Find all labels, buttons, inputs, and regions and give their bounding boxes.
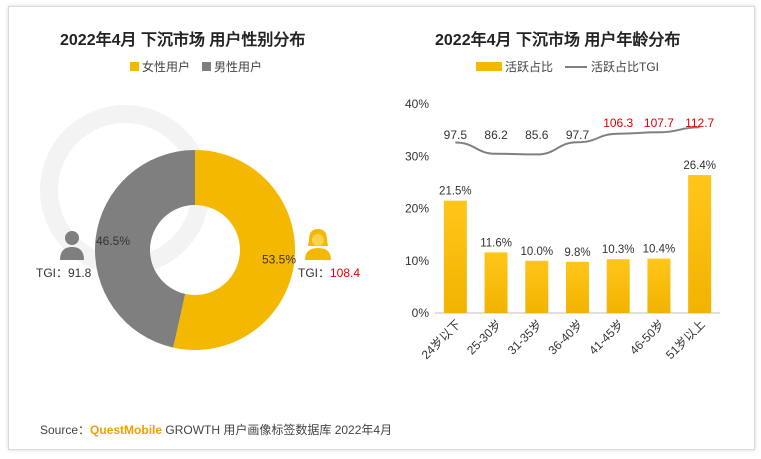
- bar-value-label: 9.8%: [564, 247, 590, 259]
- male-icon-head: [65, 231, 79, 245]
- y-tick-label: 10%: [405, 254, 429, 268]
- tgi-value-label: 85.6: [525, 128, 549, 142]
- bar-6: [647, 258, 671, 313]
- gender-donut-chart: 53.5% 46.5% TGI：91.8 TGI：108.4: [36, 150, 360, 351]
- tgi-value-label: 97.7: [566, 128, 590, 142]
- y-tick-label: 0%: [412, 306, 430, 320]
- y-tick-label: 20%: [405, 202, 429, 216]
- bar-5: [606, 259, 630, 313]
- x-tick-label: 31-35岁: [504, 317, 545, 358]
- tgi-female: TGI：108.4: [298, 266, 360, 280]
- x-tick-label: 41-45岁: [586, 317, 627, 358]
- legend-swatch-female: [130, 62, 139, 71]
- source-note: Source：QuestMobile GROWTH 用户画像标签数据库 2022…: [40, 421, 392, 438]
- legend-label-active-share: 活跃占比: [505, 60, 554, 74]
- bar-2: [484, 252, 508, 313]
- male-user-icon: [60, 231, 84, 260]
- donut-label-male: 46.5%: [96, 234, 130, 248]
- legend-label-tgi: 活跃占比TGI: [591, 60, 660, 74]
- bar-1: [443, 200, 467, 313]
- female-icon-face: [312, 234, 324, 246]
- age-chart-title: 2022年4月 下沉市场 用户年龄分布: [435, 32, 681, 49]
- tgi-male-value: 91.8: [68, 266, 92, 280]
- bar-value-label: 11.6%: [480, 237, 512, 249]
- gender-chart-title: 2022年4月 下沉市场 用户性别分布: [60, 32, 306, 49]
- age-legend: 活跃占比 活跃占比TGI: [476, 58, 659, 75]
- x-tick-label: 46-50岁: [626, 317, 667, 358]
- legend-swatch-active-share: [476, 62, 502, 71]
- legend-swatch-male: [202, 62, 212, 71]
- age-bar-line-chart: 0% 10% 20% 30% 40% 21.5% 24岁以下 11.6% 25-30岁 10.0%…: [405, 97, 720, 363]
- male-icon-body: [60, 247, 84, 260]
- gender-legend: 女性用户 男性用户: [130, 58, 262, 75]
- bar-value-label: 26.4%: [683, 160, 716, 172]
- legend-label-male: 男性用户: [214, 60, 263, 74]
- x-tick-label: 36-40岁: [545, 317, 586, 358]
- legend-label-female: 女性用户: [142, 60, 191, 74]
- bar-value-label: 10.3%: [602, 244, 635, 256]
- bar-3: [525, 260, 549, 313]
- tgi-value-label: 106.3: [603, 116, 633, 130]
- source-brand: QuestMobile: [90, 423, 163, 437]
- tgi-male: TGI：91.8: [36, 266, 92, 280]
- female-icon-body: [305, 248, 331, 260]
- bar-value-label: 10.0%: [520, 246, 553, 258]
- bar-7: [688, 175, 712, 313]
- bar-value-label: 21.5%: [439, 186, 472, 198]
- tgi-value-label: 97.5: [444, 128, 468, 142]
- source-label: Source：: [40, 423, 91, 437]
- bar-4: [566, 261, 589, 313]
- tgi-female-value: 108.4: [330, 266, 360, 280]
- x-tick-label: 51岁以上: [662, 317, 708, 363]
- x-tick-label: 25-30岁: [463, 317, 504, 358]
- x-tick-label: 24岁以下: [418, 317, 464, 363]
- tgi-value-label: 86.2: [484, 128, 508, 142]
- tgi-value-label: 112.7: [685, 116, 714, 130]
- y-tick-label: 40%: [405, 97, 429, 111]
- donut-slice-male: [95, 150, 195, 348]
- source-text: GROWTH 用户画像标签数据库 2022年4月: [162, 423, 393, 437]
- tgi-line: [455, 126, 700, 156]
- y-tick-label: 30%: [405, 149, 429, 163]
- bar-value-label: 10.4%: [643, 244, 676, 256]
- tgi-value-label: 107.7: [644, 116, 674, 130]
- donut-label-female: 53.5%: [262, 252, 296, 266]
- female-user-icon: [305, 229, 331, 260]
- legend-swatch-tgi: [565, 65, 588, 68]
- donut-slice-female: [173, 150, 296, 351]
